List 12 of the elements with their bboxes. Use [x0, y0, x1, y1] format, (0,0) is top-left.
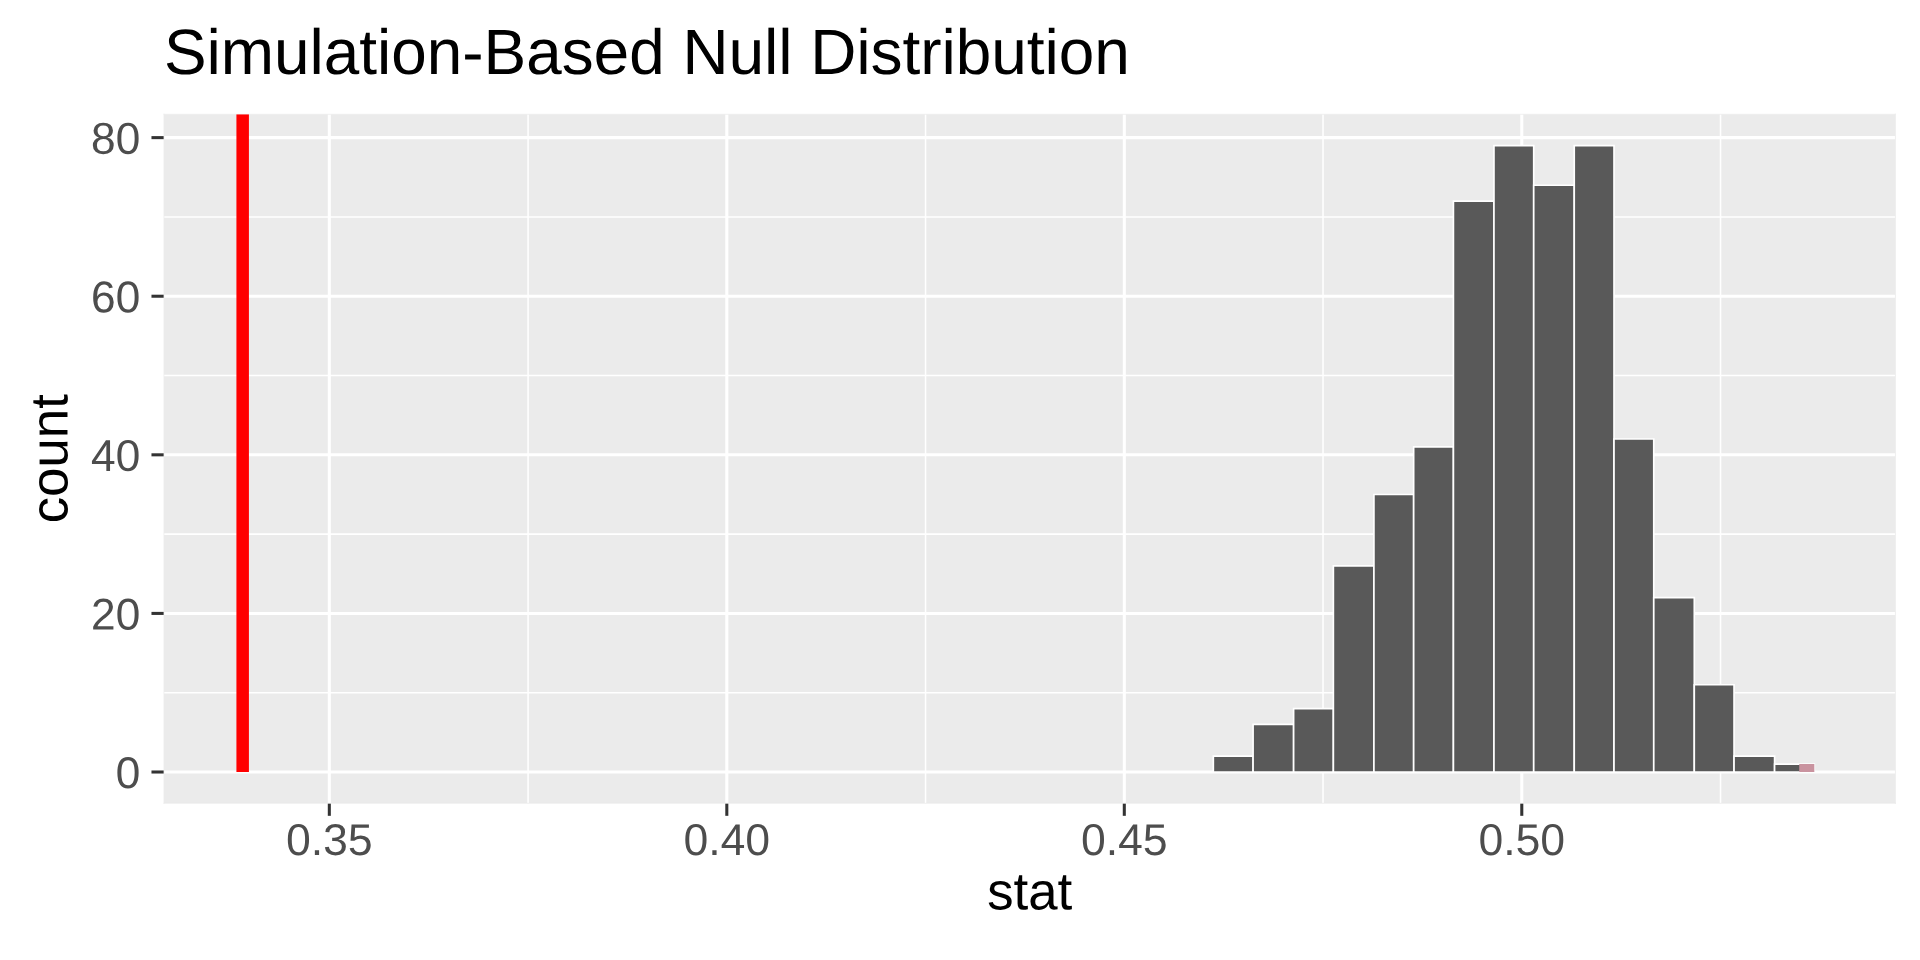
y-axis-title: count	[33, 394, 68, 522]
x-tick-label: 0.35	[287, 823, 371, 856]
x-tick-label: 0.50	[1480, 823, 1564, 856]
chart-title: Simulation-Based Null Distribution	[166, 27, 1126, 75]
y-tick-label: 80	[92, 122, 139, 155]
y-tick-label: 20	[93, 598, 139, 630]
x-axis-title: stat	[988, 875, 1072, 910]
y-tick-label: 60	[93, 281, 139, 313]
y-tick-label: 0	[117, 757, 139, 789]
y-tick-label: 40	[91, 439, 139, 472]
x-tick-label: 0.45	[1082, 823, 1166, 856]
x-tick-label: 0.40	[685, 823, 769, 856]
